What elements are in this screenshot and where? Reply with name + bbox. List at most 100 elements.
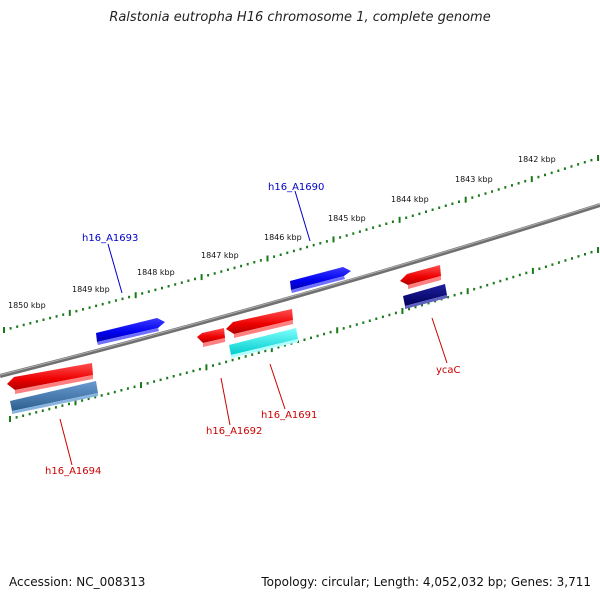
minor-tick: [108, 301, 111, 304]
minor-tick: [323, 332, 326, 336]
upper-scale-ticks: [3, 155, 599, 333]
gene-label-ycac: ycaC: [436, 365, 461, 376]
minor-tick: [378, 224, 381, 227]
minor-tick: [368, 319, 371, 322]
minor-tick: [504, 186, 507, 189]
major-tick: [597, 247, 599, 253]
minor-tick: [303, 338, 306, 341]
minor-tick: [153, 380, 156, 383]
minor-tick: [391, 220, 394, 223]
gene-h16-a1690-feature: [290, 267, 351, 293]
minor-tick: [325, 240, 328, 243]
kbp-label: 1845 kbp: [328, 214, 366, 223]
minor-tick: [505, 277, 508, 281]
major-tick: [140, 382, 142, 389]
minor-tick: [213, 272, 216, 275]
gene-h16-a1693-feature: [96, 318, 165, 345]
minor-tick: [128, 295, 131, 299]
accession-text: Accession: NC_008313: [9, 575, 146, 589]
minor-tick: [431, 208, 434, 211]
minor-tick: [231, 358, 234, 362]
minor-tick: [226, 268, 229, 271]
minor-tick: [458, 200, 460, 203]
minor-tick: [447, 295, 450, 299]
minor-tick: [49, 316, 52, 320]
minor-tick: [434, 299, 437, 303]
minor-tick: [174, 283, 177, 286]
minor-tick: [342, 327, 345, 330]
minor-tick: [438, 206, 441, 209]
minor-tick: [550, 171, 553, 175]
minor-tick: [339, 236, 342, 239]
minor-tick: [512, 275, 515, 279]
minor-tick: [179, 373, 182, 376]
minor-tick: [425, 210, 427, 213]
minor-tick: [518, 273, 521, 277]
minor-tick: [570, 165, 573, 168]
minor-tick: [42, 318, 45, 321]
minor-tick: [385, 222, 388, 225]
gene-ycac-companion-feature: [403, 284, 447, 309]
minor-tick: [349, 325, 352, 328]
minor-tick: [113, 390, 116, 394]
minor-tick: [55, 315, 58, 318]
minor-tick: [511, 184, 513, 187]
minor-tick: [473, 287, 476, 291]
minor-tick: [471, 196, 474, 199]
major-tick: [597, 155, 599, 161]
label-leader-line: [431, 317, 448, 364]
minor-tick: [259, 259, 262, 262]
chromosome-backbone-highlight: [0, 203, 600, 376]
minor-tick: [583, 161, 586, 164]
minor-tick: [362, 321, 365, 324]
minor-tick: [180, 281, 183, 284]
figure-title: Ralstonia eutropha H16 chromosome 1, com…: [109, 10, 491, 25]
minor-tick: [68, 402, 70, 406]
minor-tick: [306, 245, 309, 249]
minor-tick: [62, 313, 65, 316]
minor-tick: [121, 297, 124, 301]
minor-tick: [95, 304, 98, 308]
minor-tick: [405, 216, 408, 219]
minor-tick: [41, 409, 44, 412]
minor-tick: [28, 412, 31, 416]
minor-tick: [100, 394, 103, 397]
minor-tick: [486, 283, 489, 287]
gene-h16-a1691-feature: [226, 309, 293, 338]
minor-tick: [264, 349, 267, 353]
gene-label-h16-a1690: h16_A1690: [268, 182, 324, 193]
minor-tick: [577, 255, 580, 258]
kbp-label: 1850 kbp: [8, 301, 46, 310]
gene-label-h16-a1692: h16_A1692: [206, 426, 262, 437]
minor-tick: [584, 253, 586, 256]
gene-h16-a1691-companion-feature: [229, 328, 298, 358]
gene-h16-a1692-feature: [197, 328, 225, 347]
minor-tick: [9, 327, 12, 330]
minor-tick: [167, 285, 170, 288]
minor-tick: [101, 302, 104, 306]
minor-tick: [273, 255, 276, 258]
minor-tick: [187, 279, 190, 282]
minor-tick: [185, 371, 188, 374]
minor-tick: [154, 288, 157, 292]
minor-tick: [94, 395, 97, 399]
minor-tick: [453, 293, 456, 297]
gene-h16-a1694-companion-feature: [10, 381, 98, 414]
major-tick: [466, 288, 469, 295]
minor-tick: [408, 307, 410, 311]
minor-tick: [499, 279, 502, 283]
kbp-label: 1847 kbp: [201, 251, 239, 260]
minor-tick: [421, 303, 423, 307]
minor-tick: [444, 204, 447, 207]
major-tick: [3, 327, 5, 333]
label-leader-line: [294, 190, 311, 242]
genome-summary-text: Topology: circular; Length: 4,052,032 bp…: [261, 575, 591, 589]
kbp-label: 1843 kbp: [455, 175, 493, 184]
minor-tick: [299, 247, 302, 251]
minor-tick: [517, 182, 520, 185]
minor-tick: [564, 259, 567, 262]
kbp-label: 1844 kbp: [391, 195, 429, 204]
minor-tick: [107, 392, 110, 395]
minor-tick: [54, 406, 57, 409]
minor-tick: [372, 226, 375, 229]
